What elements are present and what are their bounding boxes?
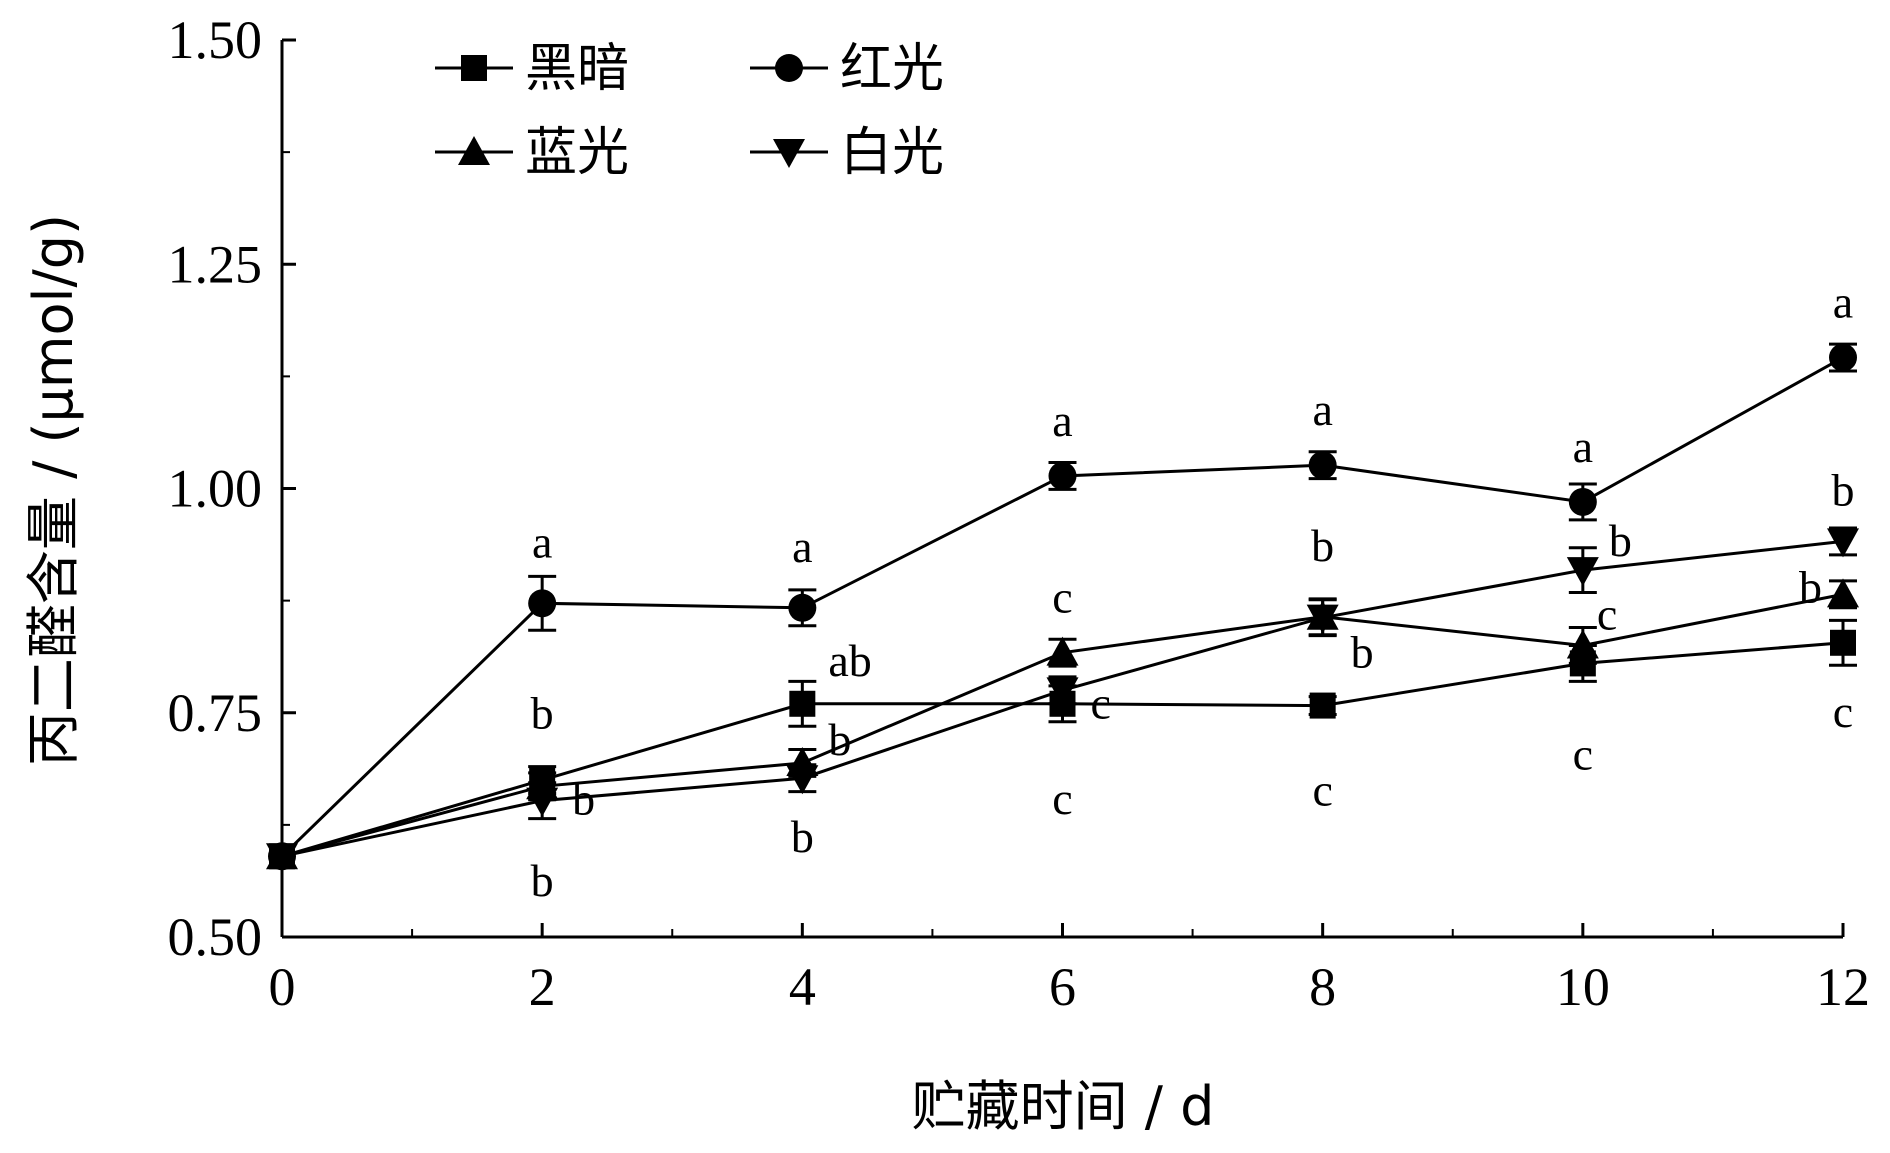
x-tick-label: 2	[529, 957, 556, 1017]
data-point	[1566, 557, 1599, 587]
significance-label: b	[828, 714, 851, 765]
significance-label: a	[1833, 277, 1853, 328]
significance-label: b	[531, 687, 554, 738]
data-point	[526, 787, 559, 817]
y-tick-label: 0.50	[168, 907, 263, 967]
significance-label: c	[1052, 572, 1072, 623]
data-point	[1309, 692, 1336, 719]
legend-marker	[458, 136, 490, 165]
series-line-0	[281, 641, 1844, 858]
y-tick-label: 0.75	[168, 683, 263, 743]
significance-label: c	[1312, 765, 1332, 816]
data-point	[1306, 604, 1339, 634]
legend-label: 白光	[840, 123, 944, 183]
significance-label: a	[1052, 395, 1072, 446]
significance-label: c	[1573, 728, 1593, 779]
legend-label: 黑暗	[525, 39, 629, 99]
significance-label: b	[1609, 515, 1632, 566]
significance-label: b	[1311, 520, 1334, 571]
significance-label: a	[1573, 421, 1593, 472]
data-point	[266, 843, 298, 873]
data-point	[788, 593, 817, 622]
data-point	[789, 690, 816, 717]
x-tick-label: 6	[1049, 957, 1076, 1017]
data-point	[528, 589, 557, 618]
legend-label: 红光	[840, 39, 944, 99]
data-point	[1827, 578, 1859, 608]
significance-label: b	[791, 811, 814, 862]
significance-label: b	[572, 774, 595, 825]
data-point	[1308, 451, 1337, 480]
data-point	[1568, 487, 1597, 516]
x-tick-label: 4	[789, 957, 816, 1017]
data-point	[786, 765, 819, 795]
significance-label: ab	[828, 635, 871, 686]
legend-label: 蓝光	[525, 123, 629, 183]
y-tick-label: 1.25	[168, 234, 263, 294]
data-point	[1566, 629, 1599, 659]
significance-label: c	[1052, 773, 1072, 824]
legend-marker	[461, 55, 487, 81]
significance-label: c	[1833, 686, 1853, 737]
data-point	[1830, 629, 1856, 656]
significance-label: b	[1799, 561, 1822, 612]
x-tick-label: 8	[1309, 957, 1336, 1017]
y-tick-label: 1.50	[168, 10, 263, 70]
data-point	[1046, 677, 1079, 707]
series-markers	[266, 342, 1859, 873]
significance-label: b	[531, 855, 554, 906]
significance-label: b	[1351, 627, 1374, 678]
legend-marker	[775, 54, 803, 82]
significance-label: c	[1597, 588, 1617, 639]
data-point	[1048, 461, 1077, 490]
significance-label: a	[532, 516, 552, 567]
data-point	[1829, 343, 1857, 372]
y-axis-title: 丙二醛含量 / (μmol/g)	[22, 214, 85, 766]
significance-label: b	[1832, 464, 1855, 515]
significance-label: a	[1312, 384, 1332, 435]
x-axis-title: 贮藏时间 / d	[912, 1075, 1215, 1138]
x-tick-label: 10	[1556, 957, 1610, 1017]
significance-label: a	[792, 521, 812, 572]
legend-marker	[773, 139, 805, 168]
y-tick-label: 1.00	[168, 459, 263, 519]
significance-label: c	[1091, 677, 1111, 728]
x-tick-label: 0	[269, 957, 296, 1017]
x-tick-label: 12	[1816, 957, 1870, 1017]
axes: 0 2 4 6 8 10 12 0.50 0.75 1.00 1.25 1.50	[168, 10, 1871, 1017]
data-point	[1046, 636, 1079, 666]
data-point	[1827, 528, 1859, 558]
